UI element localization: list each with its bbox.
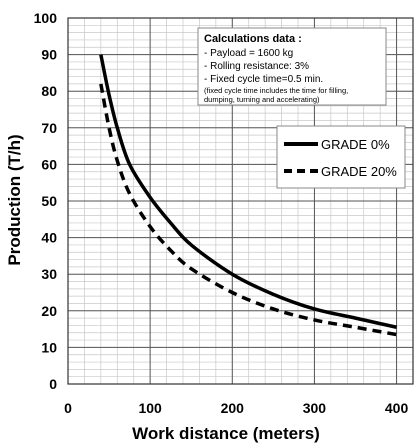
note-box <box>197 27 387 106</box>
y-tick-label: 0 <box>49 376 57 392</box>
x-tick-label: 100 <box>138 400 162 416</box>
x-axis-ticks: 0 100 200 300 400 <box>64 400 408 416</box>
y-tick-label: 100 <box>34 10 58 26</box>
y-tick-label: 50 <box>41 193 57 209</box>
legend-label-grade-0: GRADE 0% <box>321 137 390 152</box>
x-tick-label: 400 <box>385 400 409 416</box>
x-tick-label: 200 <box>221 400 245 416</box>
legend-box <box>276 125 406 189</box>
y-tick-label: 40 <box>41 230 57 246</box>
x-tick-label: 0 <box>64 400 72 416</box>
y-axis-ticks: 0 10 20 30 40 50 60 70 80 90 100 <box>34 10 58 392</box>
note-title: Calculations data : <box>204 33 302 45</box>
y-tick-label: 10 <box>41 339 57 355</box>
plot-frame <box>67 17 414 385</box>
y-tick-label: 80 <box>41 83 57 99</box>
plot-border <box>67 17 414 385</box>
y-tick-label: 30 <box>41 266 57 282</box>
y-axis-title: Production (T/h) <box>5 134 24 265</box>
series-lines <box>99 54 397 337</box>
y-tick-label: 20 <box>41 303 57 319</box>
series-line-grade-20 <box>99 83 397 337</box>
note-line-cycle-time: - Fixed cycle time=0.5 min. <box>204 74 323 85</box>
calculations-note: Calculations data : - Payload = 1600 kg … <box>197 27 387 106</box>
note-small-line-2: dumping, turning and accelerating) <box>204 95 320 104</box>
y-tick-label: 90 <box>41 47 57 63</box>
x-axis-title: Work distance (meters) <box>132 424 320 443</box>
note-small-line-1: (fixed cycle time includes the time for … <box>204 86 348 95</box>
legend-label-grade-20: GRADE 20% <box>321 164 397 179</box>
note-line-rolling-resistance: - Rolling resistance: 3% <box>204 61 309 72</box>
note-line-payload: - Payload = 1600 kg <box>204 48 293 59</box>
series-line-grade-0 <box>99 54 397 329</box>
x-tick-label: 300 <box>303 400 327 416</box>
y-tick-label: 60 <box>41 156 57 172</box>
y-tick-label: 70 <box>41 120 57 136</box>
legend: GRADE 0% GRADE 20% <box>276 125 406 189</box>
